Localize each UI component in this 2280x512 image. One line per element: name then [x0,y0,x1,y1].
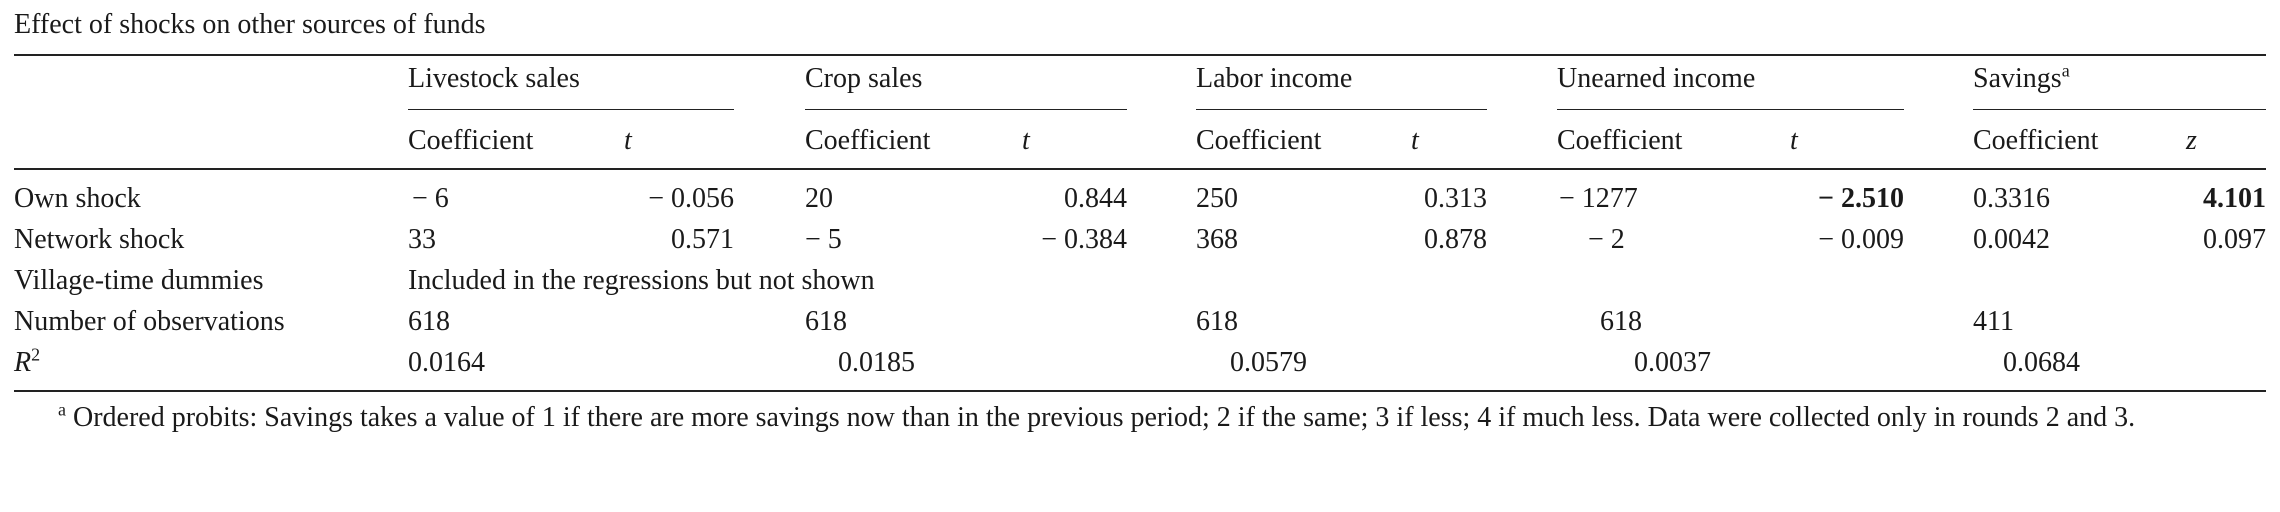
group-header-livestock: Livestock sales [408,63,580,94]
cell-own-labor-coef: 250 [1196,183,1238,214]
cell-obs-labor: 618 [1196,306,1238,337]
cell-own-livestock-coef: − 6 [412,183,449,214]
row-label-dummies: Village-time dummies [14,265,264,296]
cell-own-labor-t: 0.313 [1424,183,1487,214]
cell-r2-crop: 0.0185 [838,347,915,378]
group-header-savings: Savingsa [1973,60,2070,94]
cell-dummies-note: Included in the regressions but not show… [408,265,875,296]
group-header-unearned: Unearned income [1557,63,1756,94]
cell-net-savings-z: 0.097 [2203,224,2266,255]
subheader-coef-savings: Coefficient [1973,125,2099,156]
subheader-stat-crop: t [1022,125,1030,156]
subheader-coef-unearned: Coefficient [1557,125,1683,156]
cell-r2-labor: 0.0579 [1230,347,1307,378]
row-label-r2: R2 [14,344,41,378]
group-rule-savings [1973,109,2266,110]
row-label-observations: Number of observations [14,306,285,337]
header-rule [14,168,2266,170]
cell-net-unearned-coef: − 2 [1588,224,1625,255]
row-label-network-shock: Network shock [14,224,185,255]
subheader-stat-livestock: t [624,125,632,156]
cell-r2-unearned: 0.0037 [1634,347,1711,378]
group-rule-unearned [1557,109,1904,110]
group-header-labor: Labor income [1196,63,1353,94]
cell-net-unearned-t: − 0.009 [1818,224,1904,255]
cell-obs-savings: 411 [1973,306,2014,337]
cell-own-unearned-t: − 2.510 [1818,183,1904,214]
cell-net-crop-coef: − 5 [805,224,842,255]
subheader-stat-savings: z [2186,125,2197,156]
subheader-coef-crop: Coefficient [805,125,931,156]
top-rule [14,54,2266,56]
cell-obs-crop: 618 [805,306,847,337]
cell-obs-livestock: 618 [408,306,450,337]
group-rule-crop [805,109,1127,110]
cell-obs-unearned: 618 [1600,306,1642,337]
cell-own-crop-coef: 20 [805,183,833,214]
footnote-text: Ordered probits: Savings takes a value o… [73,402,2136,433]
cell-own-savings-coef: 0.3316 [1973,183,2050,214]
subheader-stat-labor: t [1411,125,1419,156]
cell-own-livestock-t: − 0.056 [648,183,734,214]
cell-own-savings-z: 4.101 [2203,183,2266,214]
bottom-rule [14,390,2266,392]
cell-net-livestock-t: 0.571 [671,224,734,255]
cell-net-labor-t: 0.878 [1424,224,1487,255]
r2-superscript: 2 [31,344,41,365]
footnote-marker: a [58,399,66,420]
cell-own-crop-t: 0.844 [1064,183,1127,214]
cell-r2-savings: 0.0684 [2003,347,2080,378]
row-label-own-shock: Own shock [14,183,141,214]
group-rule-livestock [408,109,734,110]
table-caption: Effect of shocks on other sources of fun… [14,9,486,40]
subheader-coef-labor: Coefficient [1196,125,1322,156]
table-footnote: a Ordered probits: Savings takes a value… [14,398,2264,438]
group-header-crop: Crop sales [805,63,923,94]
cell-net-labor-coef: 368 [1196,224,1238,255]
subheader-coef-livestock: Coefficient [408,125,534,156]
savings-footnote-marker: a [2061,60,2070,81]
subheader-stat-unearned: t [1790,125,1798,156]
cell-net-crop-t: − 0.384 [1041,224,1127,255]
cell-r2-livestock: 0.0164 [408,347,485,378]
cell-own-unearned-coef: − 1277 [1559,183,1638,214]
cell-net-savings-coef: 0.0042 [1973,224,2050,255]
group-rule-labor [1196,109,1487,110]
cell-net-livestock-coef: 33 [408,224,436,255]
